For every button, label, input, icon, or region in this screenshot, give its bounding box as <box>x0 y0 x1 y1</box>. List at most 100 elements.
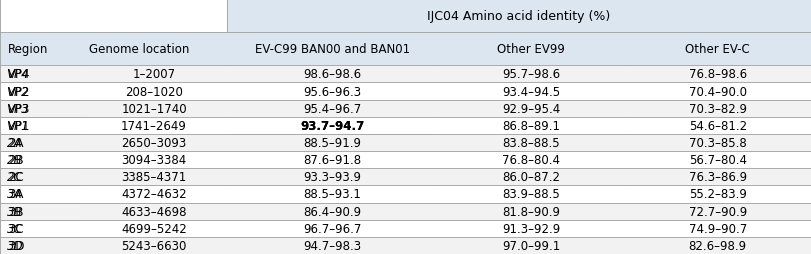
Text: 97.0–99.1: 97.0–99.1 <box>502 239 560 252</box>
Text: 81.8–90.9: 81.8–90.9 <box>502 205 560 218</box>
Text: 55.2–83.9: 55.2–83.9 <box>689 188 747 201</box>
Text: VP3: VP3 <box>6 102 29 115</box>
Text: 95.4–96.7: 95.4–96.7 <box>303 102 362 115</box>
Bar <box>0 220 81 237</box>
Bar <box>438 117 624 134</box>
Text: 2A: 2A <box>8 136 24 149</box>
Text: VP3: VP3 <box>8 102 31 115</box>
Text: 3B: 3B <box>6 205 22 218</box>
Text: 94.7–98.3: 94.7–98.3 <box>303 239 362 252</box>
Text: VP4: VP4 <box>8 68 31 81</box>
Text: 4372–4632: 4372–4632 <box>122 188 187 201</box>
Text: 1741–2649: 1741–2649 <box>121 119 187 132</box>
Bar <box>81 203 227 220</box>
Bar <box>624 117 811 134</box>
Text: 3A: 3A <box>8 188 24 201</box>
Bar <box>438 220 624 237</box>
Bar <box>227 237 438 254</box>
Text: IJC04 Amino acid identity (%): IJC04 Amino acid identity (%) <box>427 10 611 23</box>
Bar <box>81 33 227 66</box>
Bar <box>438 83 624 100</box>
Text: 87.6–91.8: 87.6–91.8 <box>303 154 362 166</box>
Text: 74.9–90.7: 74.9–90.7 <box>689 222 747 235</box>
Bar <box>227 169 438 186</box>
Text: 3B: 3B <box>8 205 24 218</box>
Text: 1021–1740: 1021–1740 <box>122 102 187 115</box>
Bar <box>0 100 81 117</box>
Text: 83.8–88.5: 83.8–88.5 <box>502 136 560 149</box>
Text: 54.6–81.2: 54.6–81.2 <box>689 119 747 132</box>
Text: 88.5–93.1: 88.5–93.1 <box>303 188 362 201</box>
Bar <box>227 117 438 134</box>
Bar <box>227 117 438 134</box>
Text: EV-C99 BAN00 and BAN01: EV-C99 BAN00 and BAN01 <box>255 43 410 56</box>
Bar <box>227 0 811 33</box>
Text: 93.4–94.5: 93.4–94.5 <box>502 85 560 98</box>
Bar <box>624 83 811 100</box>
Bar <box>227 100 438 117</box>
Text: 3385–4371: 3385–4371 <box>122 171 187 184</box>
Bar <box>0 169 81 186</box>
Bar <box>624 237 811 254</box>
Bar <box>81 220 227 237</box>
Bar <box>438 169 624 186</box>
Bar <box>227 33 438 66</box>
Bar <box>624 33 811 66</box>
Bar <box>0 66 81 83</box>
Text: 70.3–85.8: 70.3–85.8 <box>689 136 747 149</box>
Text: Region: Region <box>8 43 49 56</box>
Bar <box>0 203 81 220</box>
Bar <box>438 66 624 83</box>
Bar <box>438 186 624 203</box>
Bar <box>0 33 81 66</box>
Bar <box>624 169 811 186</box>
Bar <box>81 134 227 151</box>
Text: 91.3–92.9: 91.3–92.9 <box>502 222 560 235</box>
Bar <box>624 186 811 203</box>
Text: 72.7–90.9: 72.7–90.9 <box>689 205 747 218</box>
Bar <box>0 151 81 169</box>
Text: 3D: 3D <box>8 239 24 252</box>
Text: 98.6–98.6: 98.6–98.6 <box>303 68 362 81</box>
Text: 92.9–95.4: 92.9–95.4 <box>502 102 560 115</box>
Bar <box>624 100 811 117</box>
Text: 208–1020: 208–1020 <box>125 85 183 98</box>
Text: Other EV99: Other EV99 <box>497 43 565 56</box>
Text: 83.9–88.5: 83.9–88.5 <box>502 188 560 201</box>
Text: 3C: 3C <box>6 222 22 235</box>
Text: 76.8–98.6: 76.8–98.6 <box>689 68 747 81</box>
Text: 3094–3384: 3094–3384 <box>122 154 187 166</box>
Text: VP1: VP1 <box>6 119 29 132</box>
Text: 56.7–80.4: 56.7–80.4 <box>689 154 747 166</box>
Bar <box>0 117 81 134</box>
Bar <box>0 117 81 134</box>
Text: 86.4–90.9: 86.4–90.9 <box>303 205 362 218</box>
Text: 93.7–94.7: 93.7–94.7 <box>300 119 365 132</box>
Bar <box>438 151 624 169</box>
Text: 2650–3093: 2650–3093 <box>122 136 187 149</box>
Bar <box>81 169 227 186</box>
Text: 4633–4698: 4633–4698 <box>122 205 187 218</box>
Text: 88.5–91.9: 88.5–91.9 <box>303 136 362 149</box>
Bar <box>624 151 811 169</box>
Bar <box>227 83 438 100</box>
Text: 82.6–98.9: 82.6–98.9 <box>689 239 747 252</box>
Text: 3C: 3C <box>8 222 24 235</box>
Text: 2B: 2B <box>6 154 22 166</box>
Bar <box>624 203 811 220</box>
Bar <box>0 83 81 100</box>
Text: VP4: VP4 <box>6 68 29 81</box>
Text: 3A: 3A <box>6 188 22 201</box>
Bar <box>81 100 227 117</box>
Bar <box>0 220 81 237</box>
Bar <box>81 237 227 254</box>
Bar <box>0 66 81 83</box>
Bar <box>0 203 81 220</box>
Text: 2A: 2A <box>6 136 22 149</box>
Bar <box>227 151 438 169</box>
Text: 1–2007: 1–2007 <box>132 68 176 81</box>
Text: 4699–5242: 4699–5242 <box>121 222 187 235</box>
Text: 86.8–89.1: 86.8–89.1 <box>502 119 560 132</box>
Bar <box>624 134 811 151</box>
Bar <box>0 237 81 254</box>
